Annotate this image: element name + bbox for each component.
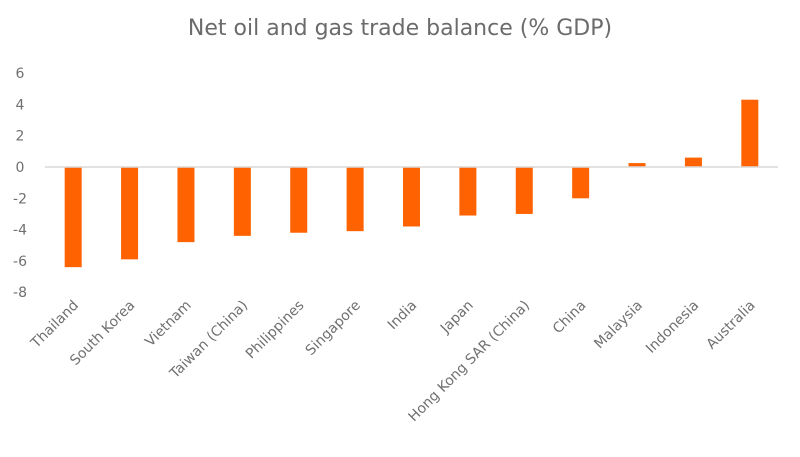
bar — [290, 167, 308, 233]
x-tick-label: Philippines — [243, 298, 308, 363]
bar — [346, 167, 364, 232]
x-tick-label: India — [385, 298, 421, 334]
x-tick-label: Indonesia — [643, 298, 702, 357]
x-tick-label: Japan — [437, 298, 477, 338]
y-tick-label: -6 — [13, 254, 27, 270]
x-tick-label: Vietnam — [142, 298, 195, 351]
bar — [121, 167, 139, 260]
x-tick-label: China — [550, 298, 590, 338]
bar — [459, 167, 477, 216]
bar — [628, 163, 646, 167]
bar — [64, 167, 82, 268]
bar — [515, 167, 533, 214]
bar — [741, 99, 759, 167]
x-tick-label: Hong Kong SAR (China) — [406, 298, 534, 426]
chart-title: Net oil and gas trade balance (% GDP) — [187, 16, 613, 41]
x-tick-label: Singapore — [303, 298, 364, 359]
bar — [233, 167, 251, 236]
bar — [177, 167, 195, 243]
y-tick-label: 0 — [16, 160, 25, 176]
y-tick-label: 2 — [16, 129, 25, 145]
x-tick-label: Malaysia — [591, 298, 646, 353]
x-tick-label: Australia — [704, 298, 759, 353]
y-tick-label: 4 — [16, 97, 25, 113]
bar — [684, 157, 702, 167]
bar — [572, 167, 590, 199]
y-tick-label: -4 — [13, 223, 27, 239]
y-tick-label: -8 — [13, 285, 27, 301]
y-tick-label: -2 — [13, 191, 27, 207]
y-tick-label: 6 — [16, 66, 25, 82]
bar — [403, 167, 420, 227]
x-tick-label: Thailand — [27, 298, 82, 353]
